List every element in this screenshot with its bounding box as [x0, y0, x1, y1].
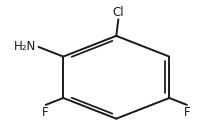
Text: H₂N: H₂N — [14, 40, 37, 53]
Text: F: F — [42, 106, 49, 119]
Text: F: F — [184, 106, 190, 119]
Text: Cl: Cl — [113, 6, 124, 19]
